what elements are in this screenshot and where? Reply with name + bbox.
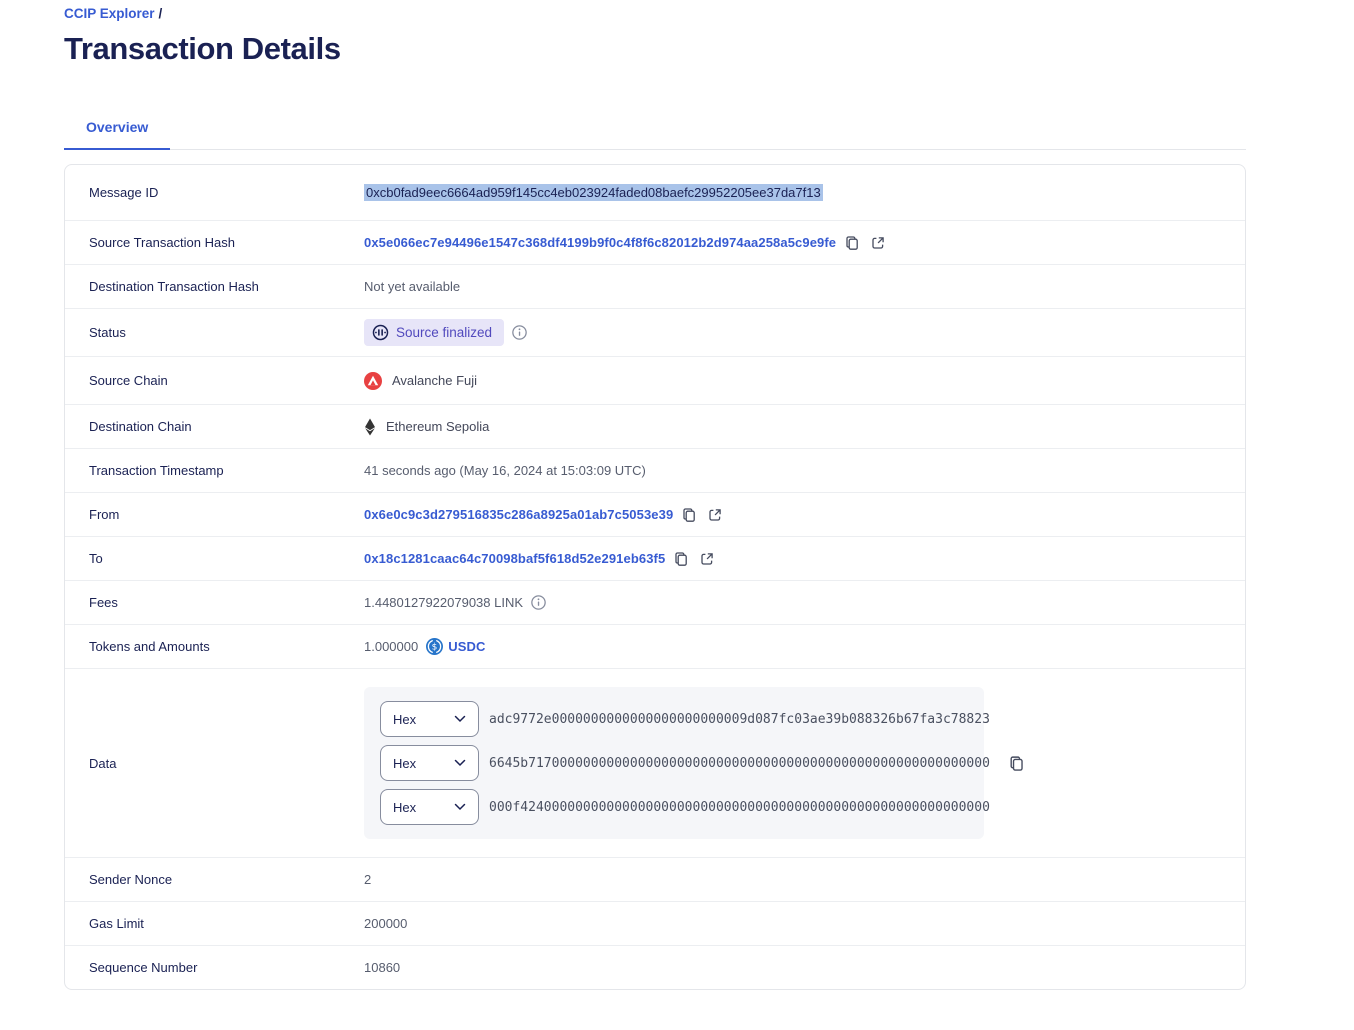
destination-chain-value: Ethereum Sepolia xyxy=(386,419,490,434)
hex-select-value: Hex xyxy=(393,711,417,727)
row-destination-chain: Destination Chain Ethereum Sepolia xyxy=(65,404,1245,448)
source-tx-hash-link[interactable]: 0x5e066ec7e94496e1547c368df4199b9f0c4f8f… xyxy=(364,235,837,250)
sequence-number-value: 10860 xyxy=(364,960,401,975)
data-line: Hex 6645b7170000000000000000000000000000… xyxy=(380,745,990,781)
row-tokens-and-amounts: Tokens and Amounts 1.000000 $ USDC xyxy=(65,624,1245,668)
row-to: To 0x18c1281caac64c70098baf5f618d52e291e… xyxy=(65,536,1245,580)
fees-info-icon[interactable] xyxy=(531,595,546,610)
source-finalized-icon xyxy=(372,324,389,341)
data-line: Hex adc9772e0000000000000000000000009d08… xyxy=(380,701,990,737)
token-amount: 1.000000 xyxy=(364,639,419,654)
data-label: Data xyxy=(89,755,117,771)
copy-icon[interactable] xyxy=(844,235,860,251)
destination-chain-label: Destination Chain xyxy=(89,419,192,434)
external-link-icon[interactable] xyxy=(699,551,715,567)
message-id-label: Message ID xyxy=(89,185,159,200)
chevron-down-icon xyxy=(454,715,466,723)
status-info-icon[interactable] xyxy=(512,325,527,340)
chevron-down-icon xyxy=(454,759,466,767)
sender-nonce-value: 2 xyxy=(364,872,372,887)
from-address-link[interactable]: 0x6e0c9c3d279516835c286a8925a01ab7c5053e… xyxy=(364,507,674,522)
timestamp-label: Transaction Timestamp xyxy=(89,463,224,478)
status-badge: Source finalized xyxy=(364,319,505,346)
source-chain-label: Source Chain xyxy=(89,373,168,388)
copy-icon[interactable] xyxy=(681,507,697,523)
fees-value: 1.4480127922079038 LINK xyxy=(364,595,524,610)
status-label: Status xyxy=(89,325,126,340)
data-hex-line: 000f424000000000000000000000000000000000… xyxy=(489,799,990,815)
tab-bar: Overview xyxy=(64,107,1246,150)
data-hex-line: 6645b71700000000000000000000000000000000… xyxy=(489,755,990,771)
row-sender-nonce: Sender Nonce 2 xyxy=(65,857,1245,901)
page-title: Transaction Details xyxy=(64,31,341,66)
svg-text:$: $ xyxy=(432,643,438,653)
source-tx-hash-label: Source Transaction Hash xyxy=(89,235,235,250)
hex-select-value: Hex xyxy=(393,755,417,771)
gas-limit-value: 200000 xyxy=(364,916,408,931)
gas-limit-label: Gas Limit xyxy=(89,916,144,931)
copy-data-icon[interactable] xyxy=(1008,755,1025,772)
external-link-icon[interactable] xyxy=(707,507,723,523)
data-hex-line: adc9772e0000000000000000000000009d087fc0… xyxy=(489,711,990,727)
fees-label: Fees xyxy=(89,595,118,610)
row-fees: Fees 1.4480127922079038 LINK xyxy=(65,580,1245,624)
row-source-tx-hash: Source Transaction Hash 0x5e066ec7e94496… xyxy=(65,220,1245,264)
row-from: From 0x6e0c9c3d279516835c286a8925a01ab7c… xyxy=(65,492,1245,536)
message-id-value: 0xcb0fad9eec6664ad959f145cc4eb023924fade… xyxy=(364,184,823,201)
row-status: Status Source finalized xyxy=(65,308,1245,356)
row-message-id: Message ID 0xcb0fad9eec6664ad959f145cc4e… xyxy=(65,165,1245,220)
external-link-icon[interactable] xyxy=(870,235,886,251)
status-badge-text: Source finalized xyxy=(396,325,493,340)
chevron-down-icon xyxy=(454,803,466,811)
destination-tx-hash-value: Not yet available xyxy=(364,279,461,294)
row-source-chain: Source Chain Avalanche Fuji xyxy=(65,356,1245,404)
transaction-details-card: Message ID 0xcb0fad9eec6664ad959f145cc4e… xyxy=(64,164,1246,990)
row-sequence-number: Sequence Number 10860 xyxy=(65,945,1245,989)
copy-icon[interactable] xyxy=(673,551,689,567)
token-link[interactable]: USDC xyxy=(448,639,486,654)
tokens-and-amounts-label: Tokens and Amounts xyxy=(89,639,210,654)
sequence-number-label: Sequence Number xyxy=(89,960,198,975)
source-chain-value: Avalanche Fuji xyxy=(392,373,478,388)
row-timestamp: Transaction Timestamp 41 seconds ago (Ma… xyxy=(65,448,1245,492)
hex-select-value: Hex xyxy=(393,799,417,815)
breadcrumb-separator: / xyxy=(158,6,163,21)
row-data: Data Hex adc9772e00000000000000000000000… xyxy=(65,668,1245,857)
data-panel: Hex adc9772e0000000000000000000000009d08… xyxy=(364,687,990,839)
destination-tx-hash-label: Destination Transaction Hash xyxy=(89,279,259,294)
data-line: Hex 000f42400000000000000000000000000000… xyxy=(380,789,990,825)
timestamp-value: 41 seconds ago (May 16, 2024 at 15:03:09… xyxy=(364,463,646,478)
ethereum-sepolia-icon xyxy=(364,418,376,436)
avalanche-fuji-icon xyxy=(364,371,382,390)
breadcrumb: CCIP Explorer / xyxy=(64,6,1246,21)
hex-format-select[interactable]: Hex xyxy=(380,789,479,825)
usdc-icon: $ xyxy=(426,638,444,655)
sender-nonce-label: Sender Nonce xyxy=(89,872,173,887)
to-address-link[interactable]: 0x18c1281caac64c70098baf5f618d52e291eb63… xyxy=(364,551,666,566)
row-gas-limit: Gas Limit 200000 xyxy=(65,901,1245,945)
breadcrumb-link-ccip-explorer[interactable]: CCIP Explorer xyxy=(64,6,155,21)
to-label: To xyxy=(89,551,103,566)
from-label: From xyxy=(89,507,120,522)
row-destination-tx-hash: Destination Transaction Hash Not yet ava… xyxy=(65,264,1245,308)
hex-format-select[interactable]: Hex xyxy=(380,745,479,781)
tab-overview[interactable]: Overview xyxy=(64,107,171,150)
hex-format-select[interactable]: Hex xyxy=(380,701,479,737)
